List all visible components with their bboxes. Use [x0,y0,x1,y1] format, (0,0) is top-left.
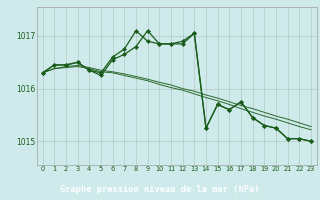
Text: Graphe pression niveau de la mer (hPa): Graphe pression niveau de la mer (hPa) [60,185,260,194]
